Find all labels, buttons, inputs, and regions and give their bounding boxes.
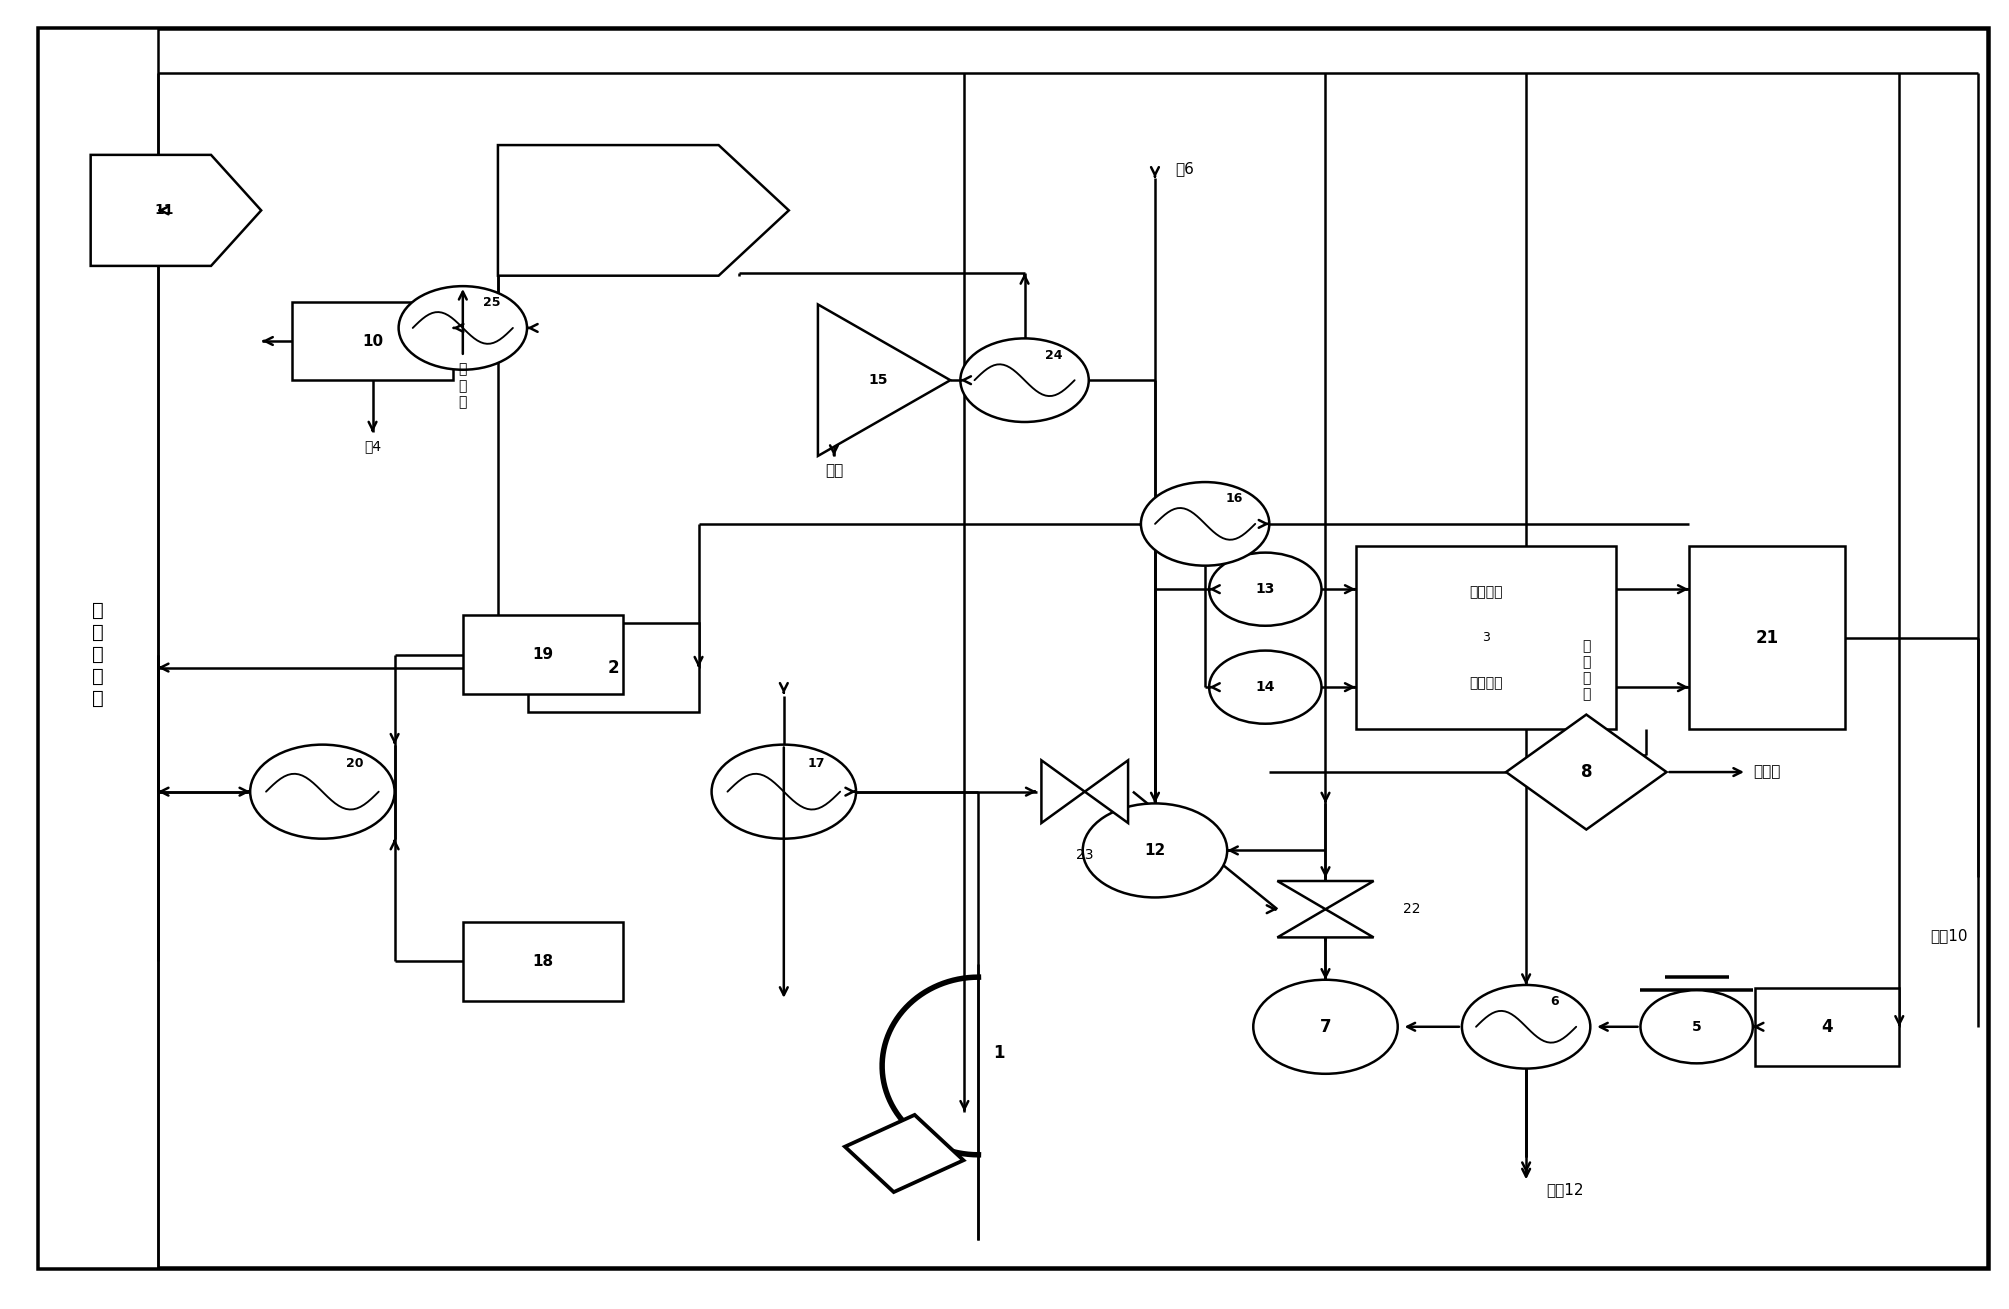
Circle shape bbox=[398, 287, 526, 369]
Text: 2: 2 bbox=[607, 658, 619, 677]
Bar bbox=[38, 27, 159, 1268]
Text: 25: 25 bbox=[482, 296, 500, 309]
Text: 空气电极: 空气电极 bbox=[1469, 585, 1503, 598]
Text: 冷
却
水: 冷 却 水 bbox=[458, 363, 466, 408]
Text: 17: 17 bbox=[808, 757, 826, 770]
Text: 1: 1 bbox=[992, 1043, 1004, 1062]
Circle shape bbox=[960, 339, 1089, 421]
Circle shape bbox=[1254, 979, 1398, 1073]
Polygon shape bbox=[90, 154, 261, 266]
Text: 来自12: 来自12 bbox=[1547, 1182, 1583, 1198]
Text: 8: 8 bbox=[1581, 763, 1591, 781]
Text: 来自10: 来自10 bbox=[1931, 928, 1967, 942]
Circle shape bbox=[1083, 804, 1227, 898]
Circle shape bbox=[1463, 984, 1591, 1068]
Text: 11: 11 bbox=[155, 203, 173, 217]
Polygon shape bbox=[846, 1115, 964, 1192]
Bar bbox=[291, 302, 452, 380]
Text: 19: 19 bbox=[532, 647, 554, 662]
Text: 至4: 至4 bbox=[364, 439, 382, 453]
Polygon shape bbox=[1041, 761, 1085, 823]
Polygon shape bbox=[1085, 761, 1129, 823]
Circle shape bbox=[1209, 651, 1322, 724]
Circle shape bbox=[251, 745, 394, 839]
Text: 15: 15 bbox=[868, 373, 888, 387]
Text: 9: 9 bbox=[629, 203, 639, 217]
Bar bbox=[1690, 546, 1844, 729]
Text: 23: 23 bbox=[1077, 848, 1093, 863]
Text: 10: 10 bbox=[362, 334, 384, 348]
Text: 过
剩
电
力: 过 剩 电 力 bbox=[1583, 639, 1591, 702]
Text: 21: 21 bbox=[1756, 628, 1778, 647]
Polygon shape bbox=[1278, 881, 1374, 910]
Text: 12: 12 bbox=[1145, 843, 1165, 857]
Bar bbox=[462, 923, 623, 1000]
Bar bbox=[1754, 987, 1899, 1066]
Circle shape bbox=[1209, 552, 1322, 626]
Circle shape bbox=[711, 745, 856, 839]
Text: 5: 5 bbox=[1692, 1020, 1702, 1034]
Text: 空气: 空气 bbox=[826, 463, 844, 478]
Text: 天
然
气
管
道: 天 然 气 管 道 bbox=[92, 601, 104, 708]
Text: 16: 16 bbox=[1225, 492, 1244, 505]
Text: 24: 24 bbox=[1045, 348, 1063, 361]
Bar bbox=[1356, 546, 1617, 729]
Polygon shape bbox=[818, 305, 950, 456]
Polygon shape bbox=[1278, 910, 1374, 937]
Bar bbox=[462, 615, 623, 694]
Circle shape bbox=[1141, 482, 1270, 565]
Bar bbox=[528, 623, 699, 712]
Text: 20: 20 bbox=[346, 757, 364, 770]
Polygon shape bbox=[1507, 715, 1667, 830]
Text: 燃料电极: 燃料电极 bbox=[1469, 677, 1503, 690]
Text: 电输出: 电输出 bbox=[1752, 764, 1780, 780]
Circle shape bbox=[1641, 990, 1752, 1063]
Text: 18: 18 bbox=[532, 954, 554, 969]
Text: 13: 13 bbox=[1256, 583, 1276, 596]
Text: 3: 3 bbox=[1483, 631, 1491, 644]
Text: 4: 4 bbox=[1822, 1018, 1832, 1035]
Text: 14: 14 bbox=[1256, 681, 1276, 694]
Polygon shape bbox=[498, 145, 790, 276]
Text: 至6: 至6 bbox=[1175, 161, 1193, 177]
Text: 22: 22 bbox=[1402, 902, 1420, 916]
Text: 6: 6 bbox=[1551, 995, 1559, 1008]
Text: 7: 7 bbox=[1320, 1018, 1332, 1035]
